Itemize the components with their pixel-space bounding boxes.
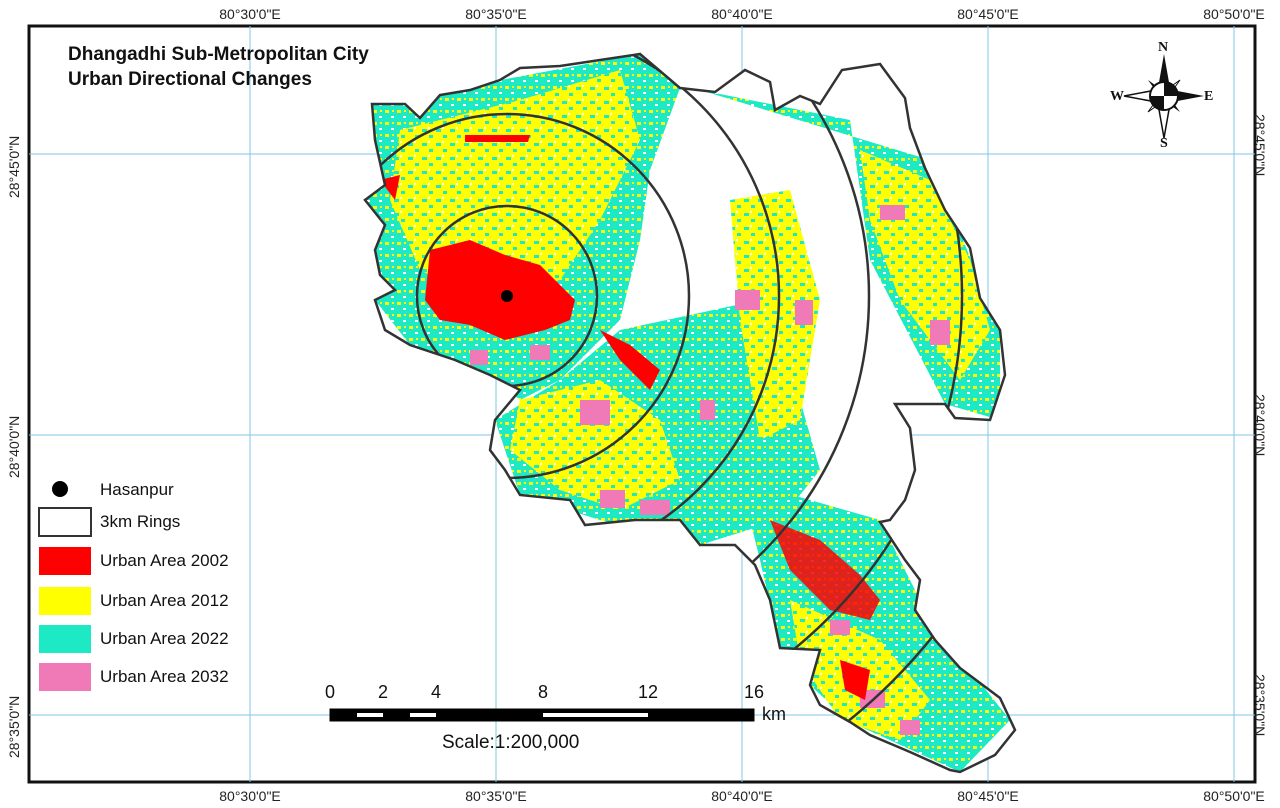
lon-label-top-2: 80°35'0"E <box>465 6 527 22</box>
north-arrow-icon <box>1123 54 1204 139</box>
lon-label-top-1: 80°30'0"E <box>219 6 281 22</box>
lon-label-bottom-2: 80°35'0"E <box>465 788 527 804</box>
scale-tick-12: 12 <box>637 682 659 702</box>
legend-2032-label: Urban Area 2032 <box>100 667 229 686</box>
legend-hasanpur-symbol <box>52 481 68 497</box>
map-title-line2: Urban Directional Changes <box>68 69 312 90</box>
lat-label-left-1: 28°45'0"N <box>6 135 22 198</box>
lon-label-bottom-3: 80°40'0"E <box>711 788 773 804</box>
lat-label-right-1: 28°45'0"N <box>1252 114 1268 177</box>
lon-label-top-4: 80°45'0"E <box>957 6 1019 22</box>
scale-tick-2: 2 <box>377 682 389 702</box>
legend-2002-symbol <box>39 547 91 575</box>
legend-2022-symbol <box>39 625 91 653</box>
map-title: Dhangadhi Sub-Metropolitan City Urban Di… <box>68 42 369 92</box>
lon-label-bottom-1: 80°30'0"E <box>219 788 281 804</box>
north-arrow-n: N <box>1158 40 1169 55</box>
lat-label-right-2: 28°40'0"N <box>1252 394 1268 457</box>
legend-2002-label: Urban Area 2002 <box>100 551 229 570</box>
scale-bar-graphic <box>329 708 755 722</box>
legend-2012-symbol <box>39 587 91 615</box>
lat-label-left-3: 28°35'0"N <box>6 695 22 758</box>
legend-rings-symbol <box>38 507 92 537</box>
north-arrow-s: S <box>1160 136 1168 151</box>
scale-tick-0: 0 <box>324 682 336 702</box>
lon-label-top-3: 80°40'0"E <box>711 6 773 22</box>
legend-2032-symbol <box>39 663 91 691</box>
lon-label-bottom-4: 80°45'0"E <box>957 788 1019 804</box>
legend-2022-label: Urban Area 2022 <box>100 629 229 648</box>
lat-label-right-3: 28°35'0"N <box>1252 674 1268 737</box>
scale-unit: km <box>762 704 786 724</box>
scale-tick-16: 16 <box>743 682 765 702</box>
scale-tick-4: 4 <box>430 682 442 702</box>
legend-hasanpur-label: Hasanpur <box>100 480 174 499</box>
hasanpur-point <box>501 290 513 302</box>
map-title-line1: Dhangadhi Sub-Metropolitan City <box>68 44 369 65</box>
legend-2012-label: Urban Area 2012 <box>100 591 229 610</box>
north-arrow-e: E <box>1204 89 1214 104</box>
scale-ratio: Scale:1:200,000 <box>442 732 580 753</box>
legend-rings-label: 3km Rings <box>100 512 181 531</box>
scale-tick-8: 8 <box>537 682 549 702</box>
lat-label-left-2: 28°40'0"N <box>6 415 22 478</box>
lon-label-bottom-5: 80°50'0"E <box>1203 788 1265 804</box>
north-arrow-w: W <box>1110 89 1124 104</box>
lon-label-top-5: 80°50'0"E <box>1203 6 1265 22</box>
